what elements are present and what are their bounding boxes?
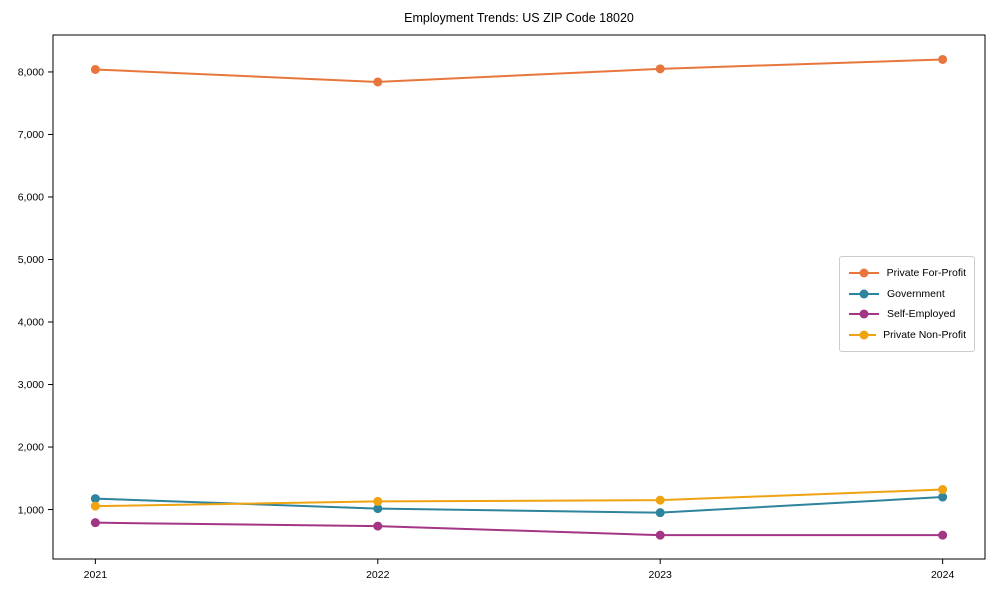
y-tick-label: 2,000 <box>18 442 44 454</box>
data-point-marker <box>373 504 383 514</box>
x-tick-label: 2022 <box>366 569 390 581</box>
y-tick-label: 6,000 <box>18 192 44 204</box>
y-tick-label: 1,000 <box>18 504 44 516</box>
y-axis: 1,000 2,000 3,000 4,000 5,000 6,000 7,000 8,000 <box>18 67 53 516</box>
chart-title: Employment Trends: US ZIP Code 18020 <box>404 11 634 25</box>
x-tick-label: 2024 <box>931 569 955 581</box>
series-line <box>95 488 943 508</box>
legend-item-label: Government <box>887 287 945 300</box>
legend-line-marker-icon <box>849 268 879 278</box>
data-point-marker <box>655 530 665 540</box>
legend-line-marker-icon <box>849 289 879 299</box>
data-point-marker <box>938 54 948 64</box>
data-point-marker <box>373 77 383 87</box>
legend-item: Self-Employed <box>848 304 966 325</box>
y-tick-label: 7,000 <box>18 129 44 141</box>
series-self-employed <box>90 518 948 540</box>
y-tick-label: 5,000 <box>18 254 44 266</box>
data-point-marker <box>90 64 100 74</box>
data-point-marker <box>938 530 948 540</box>
plot-border <box>52 34 986 560</box>
data-point-marker <box>90 518 100 528</box>
legend-line-marker-icon <box>849 330 877 340</box>
data-point-marker <box>373 521 383 531</box>
legend-item: Private Non-Profit <box>848 325 966 346</box>
series-private-non-profit <box>90 485 948 511</box>
x-tick-label: 2023 <box>649 569 673 581</box>
legend-item: Government <box>848 284 966 305</box>
data-point-marker <box>90 501 100 511</box>
data-point-marker <box>938 485 948 495</box>
data-point-marker <box>90 494 100 504</box>
x-axis: 2021 2022 2023 2024 <box>84 559 955 581</box>
data-point-marker <box>655 508 665 518</box>
legend-item: Private For-Profit <box>848 263 966 284</box>
series-private-for-profit <box>90 54 948 87</box>
y-tick-label: 4,000 <box>18 317 44 329</box>
data-point-marker <box>938 492 948 502</box>
series-line <box>95 521 943 537</box>
data-point-marker <box>655 495 665 505</box>
data-point-marker <box>373 496 383 506</box>
y-tick-label: 3,000 <box>18 379 44 391</box>
series-line <box>95 58 943 83</box>
legend-line-marker-icon <box>849 309 879 319</box>
legend-item-label: Private Non-Profit <box>883 328 966 341</box>
chart-legend: Private For-Profit Government Self-Employe… <box>839 256 975 352</box>
legend-item-label: Private For-Profit <box>886 267 966 280</box>
legend-item-label: Self-Employed <box>887 308 956 321</box>
y-tick-label: 8,000 <box>18 67 44 79</box>
x-tick-label: 2021 <box>84 569 108 581</box>
data-point-marker <box>655 64 665 74</box>
